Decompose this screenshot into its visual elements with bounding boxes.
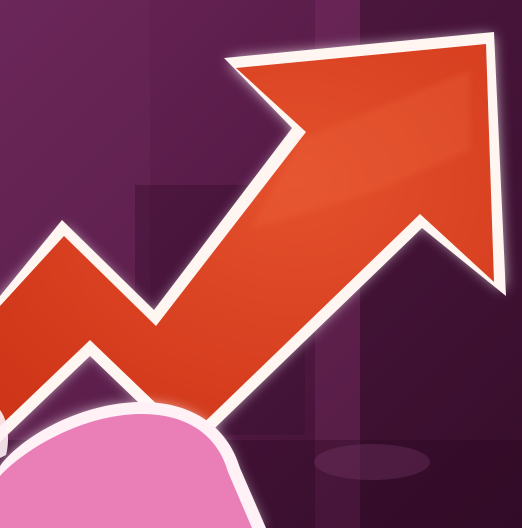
pink-blob bbox=[0, 414, 252, 528]
arrow-highlight bbox=[250, 70, 470, 230]
left-edge-accent bbox=[0, 410, 8, 458]
background-decoration bbox=[314, 444, 430, 480]
